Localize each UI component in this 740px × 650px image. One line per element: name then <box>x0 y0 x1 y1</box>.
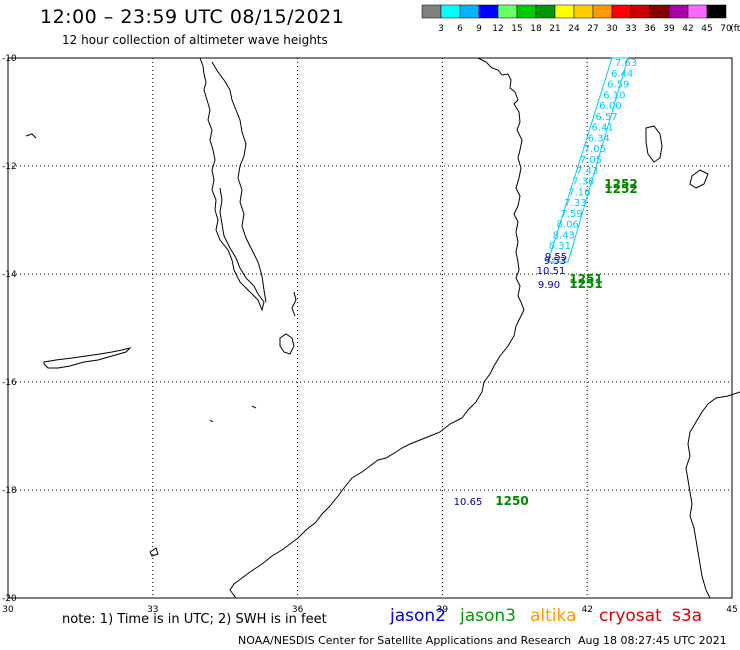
track-wave-height: 7.59 <box>560 209 582 220</box>
madagascar-north-tip <box>689 169 709 189</box>
lon-tick-label: 42 <box>581 605 592 615</box>
legend-label: 30 <box>606 24 618 34</box>
legend-unit: (ft) <box>730 24 740 34</box>
observation-label: 10.51 <box>537 266 566 277</box>
track-wave-height: 6.41 <box>592 123 614 134</box>
lat-tick-label: -20 <box>2 594 17 604</box>
small-islet-2 <box>149 547 159 557</box>
lon-tick-label: 33 <box>147 605 158 615</box>
track-wave-height: 6.34 <box>588 133 610 144</box>
track-wave-height: 7.16 <box>568 187 590 198</box>
small-islet-4 <box>209 419 214 423</box>
legend-label: 70 <box>720 24 732 34</box>
track-wave-height: 7.63 <box>615 58 637 69</box>
track-wave-height: 6.10 <box>603 90 625 101</box>
lat-tick-label: -18 <box>2 486 17 496</box>
observation-label: 1252 <box>604 177 637 191</box>
legend-label: 18 <box>530 24 542 34</box>
malawi-lake-east <box>211 61 267 303</box>
time-range-title: 12:00 – 23:59 UTC 08/15/2021 <box>40 6 345 28</box>
lat-tick-label: -12 <box>2 162 17 172</box>
observation-label: 9.90 <box>538 280 560 291</box>
satellite-altika: altika <box>530 606 577 626</box>
small-islet <box>25 133 37 139</box>
legend-label: 12 <box>492 24 503 34</box>
track-wave-height: 7.43 <box>576 166 598 177</box>
footnote: note: 1) Time is in UTC; 2) SWH is in fe… <box>62 612 327 627</box>
lon-tick-label: 36 <box>292 605 304 615</box>
track-wave-height: 6.59 <box>607 80 629 91</box>
legend-label: 24 <box>568 24 580 34</box>
legend-label: 21 <box>549 24 560 34</box>
legend-label: 3 <box>438 24 444 34</box>
track-wave-height: 7.36 <box>572 177 594 188</box>
observation-label: 1251 <box>569 272 602 286</box>
lon-tick-label: 30 <box>2 605 14 615</box>
track-wave-height: 8.06 <box>557 220 579 231</box>
satellite-jason2: jason2 <box>390 606 446 626</box>
observation-label: 1252 <box>604 182 637 196</box>
observation-label: 10.65 <box>454 497 483 508</box>
madagascar-coast <box>685 391 740 599</box>
legend-label: 36 <box>644 24 656 34</box>
altimeter-track: 7.636.446.596.106.006.576.416.347.057.05… <box>545 57 637 263</box>
legend-swatch <box>706 4 727 19</box>
track-wave-height: 8.43 <box>553 230 575 241</box>
track-wave-height: 6.00 <box>599 101 621 112</box>
generation-timestamp: Aug 18 08:27:45 UTC 2021 <box>578 634 727 647</box>
satellite-cryosat: cryosat <box>599 606 662 626</box>
observation-label: 9.53 <box>544 256 566 267</box>
lat-tick-label: -10 <box>2 54 17 64</box>
map-subtitle: 12 hour collection of altimeter wave hei… <box>62 33 328 47</box>
malawi-lake-west <box>199 57 265 312</box>
track-wave-height: 7.05 <box>584 144 606 155</box>
legend-label: 27 <box>587 24 598 34</box>
river-segment <box>291 291 297 317</box>
observation-label: 1250 <box>495 494 528 508</box>
legend-label: 45 <box>701 24 712 34</box>
track-wave-height: 6.57 <box>595 112 617 123</box>
lat-tick-label: -16 <box>2 378 17 388</box>
lon-tick-label: 39 <box>437 605 449 615</box>
small-islet-3 <box>251 405 257 409</box>
observation-label: 1251 <box>569 277 602 291</box>
track-wave-height: 7.05 <box>580 155 602 166</box>
track-wave-height: 8.31 <box>549 241 571 252</box>
legend-label: 6 <box>457 24 463 34</box>
lat-tick-label: -14 <box>2 270 17 280</box>
track-wave-height: 6.44 <box>611 69 633 80</box>
legend-label: 15 <box>511 24 522 34</box>
satellite-jason3: jason3 <box>460 606 516 626</box>
legend-label: 39 <box>663 24 675 34</box>
lon-tick-label: 45 <box>726 605 737 615</box>
kariba-lake-outline <box>43 347 132 369</box>
lake-chilwa-outline <box>279 333 295 355</box>
swath-outline <box>547 57 629 263</box>
map-frame <box>7 57 733 599</box>
track-wave-height: 7.33 <box>564 198 586 209</box>
africa-coastline <box>229 57 525 599</box>
comoros-island <box>645 125 663 163</box>
credit-line: NOAA/NESDIS Center for Satellite Applica… <box>238 634 572 647</box>
legend-label: 9 <box>476 24 482 34</box>
satellite-s3a: s3a <box>672 606 703 626</box>
legend-label: 42 <box>682 24 693 34</box>
lat-lon-grid: 30 33 36 39 42 45 -10 -12 -14 -16 -18 -20 <box>2 54 738 615</box>
coastline <box>25 57 740 599</box>
track-wave-height: 9.55 <box>545 252 567 263</box>
legend-label: 33 <box>625 24 636 34</box>
